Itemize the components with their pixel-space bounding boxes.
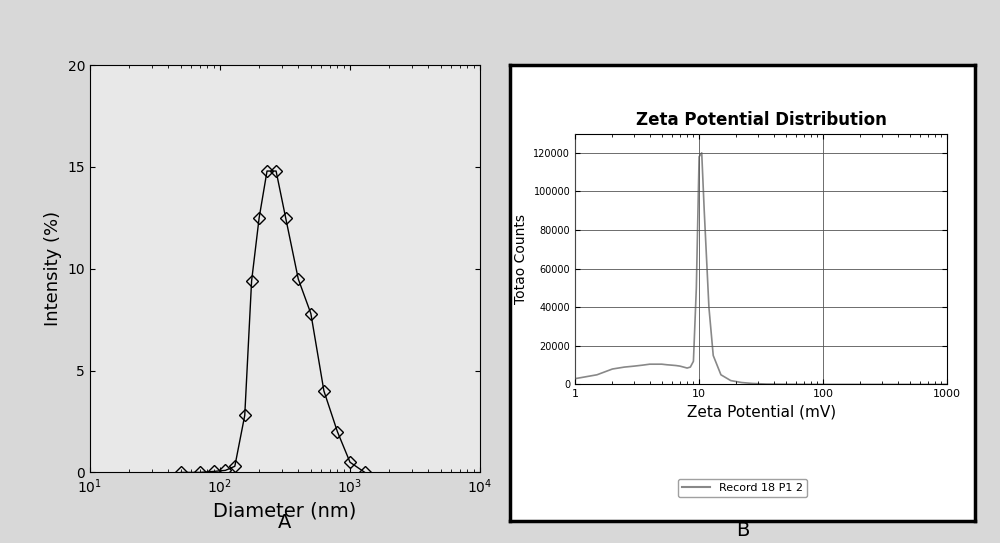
X-axis label: Diameter (nm): Diameter (nm): [213, 501, 357, 520]
Text: B: B: [736, 521, 749, 540]
Text: A: A: [278, 513, 292, 532]
Title: Zeta Potential Distribution: Zeta Potential Distribution: [636, 111, 887, 129]
X-axis label: Zeta Potential (mV): Zeta Potential (mV): [687, 405, 836, 420]
Y-axis label: Totao Counts: Totao Counts: [514, 214, 528, 304]
Y-axis label: Intensity (%): Intensity (%): [44, 211, 62, 326]
Legend: Record 18 P1 2: Record 18 P1 2: [678, 478, 807, 497]
